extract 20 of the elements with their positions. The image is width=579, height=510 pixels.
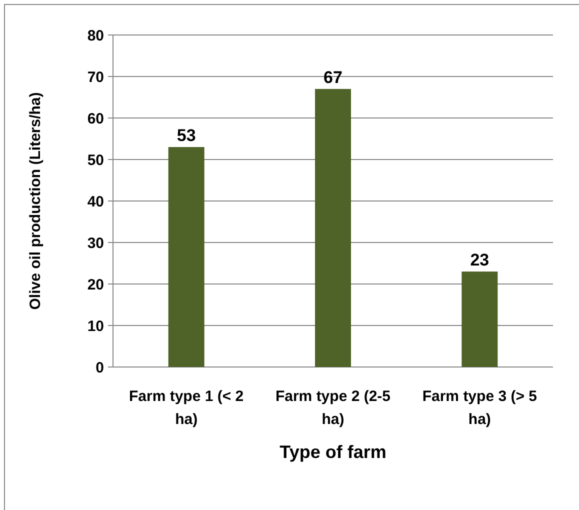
x-axis-title: Type of farm xyxy=(280,442,386,462)
y-tick-label: 30 xyxy=(87,234,104,252)
y-axis-title: Olive oil production (Liters/ha) xyxy=(27,92,44,310)
y-tick-label: 80 xyxy=(87,27,104,44)
bar xyxy=(315,88,351,367)
y-tick-label: 0 xyxy=(96,359,104,376)
data-label: 23 xyxy=(470,250,490,270)
x-tick-label: Farm type 3 (> 5 ha) xyxy=(422,388,537,428)
y-tick-label: 70 xyxy=(87,68,104,86)
y-tick-label: 10 xyxy=(87,318,104,335)
data-label: 67 xyxy=(324,68,342,87)
x-tick-label: Farm type 1 (< 2 ha) xyxy=(129,388,244,428)
y-tick-label: 60 xyxy=(87,110,104,128)
y-tick-label: 20 xyxy=(87,276,104,294)
x-tick-label: Farm type 2 (2-5 ha) xyxy=(275,388,391,428)
y-tick-label: 40 xyxy=(87,193,104,210)
y-tick-label: 50 xyxy=(87,152,104,169)
bar xyxy=(462,272,498,367)
bar xyxy=(168,147,204,367)
data-label: 53 xyxy=(176,126,196,146)
